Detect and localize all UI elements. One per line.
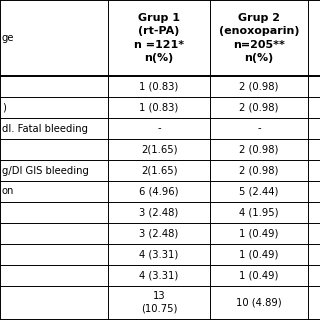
Text: on: on [2, 187, 14, 196]
Text: 4 (3.31): 4 (3.31) [140, 270, 179, 281]
Text: 10 (4.89): 10 (4.89) [236, 298, 282, 308]
Text: 6 (4.96): 6 (4.96) [139, 187, 179, 196]
Text: 2 (0.98): 2 (0.98) [239, 82, 279, 92]
Text: 3 (2.48): 3 (2.48) [140, 207, 179, 218]
Text: 2 (0.98): 2 (0.98) [239, 145, 279, 155]
Text: 1 (0.49): 1 (0.49) [239, 250, 279, 260]
Text: -: - [157, 124, 161, 133]
Text: 4 (3.31): 4 (3.31) [140, 250, 179, 260]
Text: g/Dl GIS bleeding: g/Dl GIS bleeding [2, 165, 89, 175]
Text: Grup 2
(enoxoparin)
n=205**
n(%): Grup 2 (enoxoparin) n=205** n(%) [219, 13, 299, 63]
Text: 1 (0.83): 1 (0.83) [140, 82, 179, 92]
Text: Grup 1
(rt-PA)
n =121*
n(%): Grup 1 (rt-PA) n =121* n(%) [134, 13, 184, 63]
Text: 3 (2.48): 3 (2.48) [140, 228, 179, 238]
Text: dl. Fatal bleeding: dl. Fatal bleeding [2, 124, 88, 133]
Text: 1 (0.49): 1 (0.49) [239, 270, 279, 281]
Text: 5 (2.44): 5 (2.44) [239, 187, 279, 196]
Text: 1 (0.83): 1 (0.83) [140, 102, 179, 113]
Text: 4 (1.95): 4 (1.95) [239, 207, 279, 218]
Text: 2(1.65): 2(1.65) [141, 165, 177, 175]
Text: 2(1.65): 2(1.65) [141, 145, 177, 155]
Text: ): ) [2, 102, 6, 113]
Text: 1 (0.49): 1 (0.49) [239, 228, 279, 238]
Text: -: - [257, 124, 261, 133]
Text: ge: ge [2, 33, 14, 43]
Text: 2 (0.98): 2 (0.98) [239, 165, 279, 175]
Text: 13
(10.75): 13 (10.75) [141, 291, 177, 314]
Text: 2 (0.98): 2 (0.98) [239, 102, 279, 113]
